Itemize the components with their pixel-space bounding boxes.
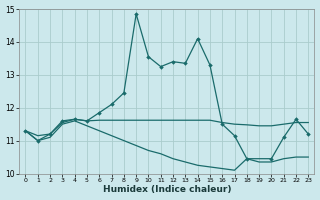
- X-axis label: Humidex (Indice chaleur): Humidex (Indice chaleur): [103, 185, 231, 194]
